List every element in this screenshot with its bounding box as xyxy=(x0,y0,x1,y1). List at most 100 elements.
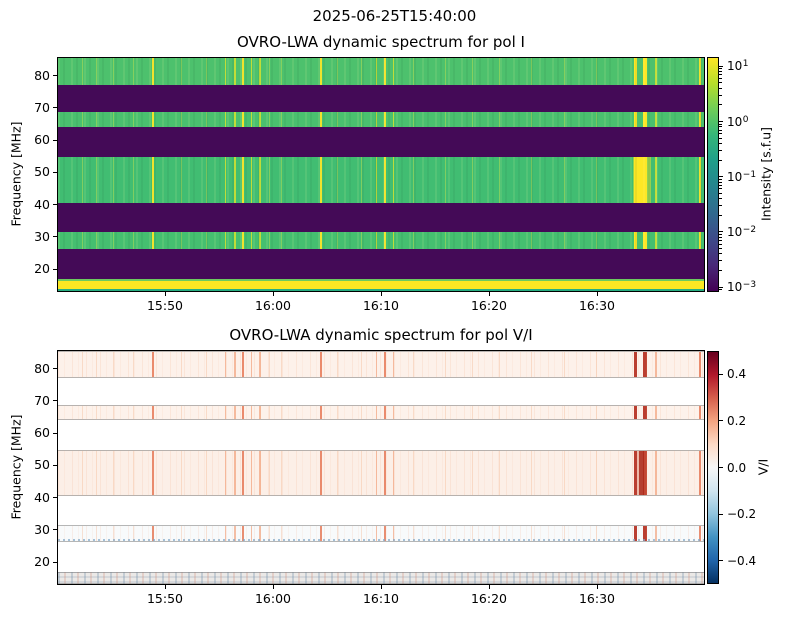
colorbar-minor-tick xyxy=(719,74,722,76)
radio-burst xyxy=(82,451,84,495)
radio-burst xyxy=(132,352,134,377)
pol-vi-title: OVRO-LWA dynamic spectrum for pol V/I xyxy=(229,326,533,344)
colorbar-minor-tick xyxy=(719,233,722,235)
radio-burst xyxy=(384,526,387,542)
radio-burst xyxy=(563,406,565,420)
radio-burst xyxy=(96,352,98,377)
radio-burst xyxy=(151,451,154,495)
radio-burst xyxy=(595,58,597,85)
colorbar-tick-mark xyxy=(719,467,723,468)
radio-burst xyxy=(319,232,322,250)
colorbar-tick-mark xyxy=(719,65,723,67)
radio-burst xyxy=(181,526,183,542)
radio-burst xyxy=(96,58,98,85)
radio-burst xyxy=(445,451,447,495)
radio-burst xyxy=(251,157,253,203)
colorbar-tick-label: 0.0 xyxy=(727,460,747,475)
colorbar-tick-mark xyxy=(719,286,723,288)
colorbar-minor-tick xyxy=(719,142,722,144)
colorbar-tick-label: 0.4 xyxy=(727,367,747,382)
radio-burst xyxy=(259,232,262,250)
y-tick-label: 60 xyxy=(34,132,50,148)
radio-burst xyxy=(412,58,414,85)
radio-burst xyxy=(337,406,339,420)
frequency-band xyxy=(58,405,704,421)
radio-burst xyxy=(181,451,183,495)
y-tick-label: 70 xyxy=(34,99,50,115)
radio-burst xyxy=(642,352,647,377)
radio-burst xyxy=(531,157,533,203)
radio-burst xyxy=(698,352,701,377)
radio-burst xyxy=(376,451,378,495)
radio-burst xyxy=(472,526,474,542)
colorbar-minor-tick xyxy=(719,178,722,180)
radio-burst xyxy=(633,58,637,85)
radio-burst xyxy=(376,526,378,542)
radio-burst xyxy=(472,58,474,85)
y-tick-mark xyxy=(53,400,57,402)
x-tick-mark xyxy=(488,292,490,296)
radio-burst xyxy=(233,112,236,128)
radio-burst xyxy=(181,112,183,128)
radio-burst xyxy=(633,451,637,495)
radio-burst xyxy=(151,112,154,128)
radio-burst xyxy=(132,406,134,420)
y-tick-label: 30 xyxy=(34,521,50,537)
frequency-band xyxy=(58,450,704,496)
radio-burst xyxy=(633,406,637,420)
x-tick-mark xyxy=(596,585,598,589)
radio-burst xyxy=(472,406,474,420)
radio-burst xyxy=(595,112,597,128)
radio-burst xyxy=(233,232,236,250)
radio-burst xyxy=(445,232,447,250)
radio-burst xyxy=(132,526,134,542)
colorbar-minor-tick xyxy=(719,192,722,194)
colorbar-minor-tick xyxy=(719,71,722,73)
radio-burst xyxy=(472,112,474,128)
y-tick-mark xyxy=(53,529,57,531)
radio-burst xyxy=(412,451,414,495)
radio-burst xyxy=(445,406,447,420)
radio-burst xyxy=(337,352,339,377)
radio-burst xyxy=(268,157,270,203)
radio-burst xyxy=(384,352,387,377)
radio-burst xyxy=(113,157,115,203)
pol-i-colorbar-label: Intensity [s.f.u] xyxy=(758,126,774,222)
radio-burst xyxy=(151,406,154,420)
radio-burst xyxy=(384,232,387,250)
radio-burst xyxy=(225,232,227,250)
figure-suptitle: 2025-06-25T15:40:00 xyxy=(312,7,477,25)
radio-burst xyxy=(242,232,245,250)
radio-burst xyxy=(563,451,565,495)
radio-burst xyxy=(595,526,597,542)
colorbar-minor-tick xyxy=(719,236,722,238)
radio-burst xyxy=(337,157,339,203)
radio-burst xyxy=(225,112,227,128)
radio-burst xyxy=(319,112,322,128)
radio-burst xyxy=(498,526,500,542)
colorbar-minor-tick xyxy=(719,181,722,183)
radio-burst xyxy=(563,157,565,203)
radio-burst xyxy=(531,352,533,377)
radio-burst xyxy=(132,451,134,495)
radio-burst xyxy=(412,352,414,377)
radio-burst xyxy=(233,451,236,495)
radio-burst xyxy=(281,157,283,203)
radio-burst xyxy=(498,232,500,250)
radio-burst xyxy=(654,406,657,420)
radio-burst xyxy=(151,157,154,203)
radio-burst xyxy=(96,406,98,420)
radio-burst xyxy=(376,58,378,85)
radio-burst xyxy=(654,157,657,203)
y-tick-label: 50 xyxy=(34,164,50,180)
y-tick-mark xyxy=(53,432,57,434)
radio-burst xyxy=(82,232,84,250)
colorbar-minor-tick xyxy=(719,239,722,241)
colorbar-tick-mark xyxy=(719,373,723,375)
radio-burst xyxy=(268,58,270,85)
radio-burst xyxy=(319,58,322,85)
radio-burst xyxy=(281,451,283,495)
radio-burst xyxy=(132,232,134,250)
exponent: 0 xyxy=(742,114,749,125)
